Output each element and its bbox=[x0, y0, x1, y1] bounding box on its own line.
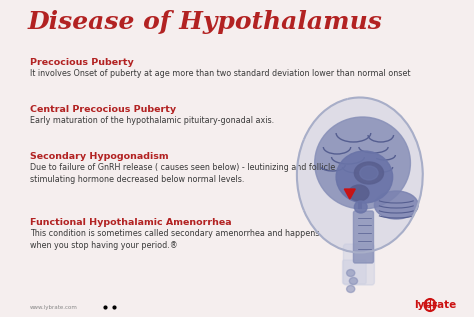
Text: Early maturation of the hypothalamic pituitary-gonadal axis.: Early maturation of the hypothalamic pit… bbox=[30, 116, 274, 125]
FancyBboxPatch shape bbox=[343, 244, 374, 285]
Text: Secondary Hypogonadism: Secondary Hypogonadism bbox=[30, 152, 168, 161]
Text: Functional Hypothalamic Amenorrhea: Functional Hypothalamic Amenorrhea bbox=[30, 218, 231, 227]
Ellipse shape bbox=[336, 151, 392, 203]
Ellipse shape bbox=[315, 117, 410, 209]
Text: www.lybrate.com: www.lybrate.com bbox=[30, 305, 78, 310]
Ellipse shape bbox=[346, 269, 355, 276]
Text: Central Precocious Puberty: Central Precocious Puberty bbox=[30, 105, 176, 114]
Ellipse shape bbox=[360, 166, 378, 180]
Text: Disease of Hypothalamus: Disease of Hypothalamus bbox=[27, 10, 382, 34]
Ellipse shape bbox=[349, 185, 369, 201]
Ellipse shape bbox=[355, 162, 383, 184]
FancyBboxPatch shape bbox=[354, 211, 374, 263]
Text: lybrate: lybrate bbox=[415, 300, 457, 310]
Ellipse shape bbox=[349, 277, 357, 284]
Ellipse shape bbox=[374, 191, 418, 219]
Text: This condition is sometimes called secondary amenorrhea and happens
when you sto: This condition is sometimes called secon… bbox=[30, 229, 319, 250]
Text: Precocious Puberty: Precocious Puberty bbox=[30, 58, 134, 67]
Polygon shape bbox=[344, 189, 355, 199]
Text: It involves Onset of puberty at age more than two standard deviation lower than : It involves Onset of puberty at age more… bbox=[30, 69, 410, 78]
Ellipse shape bbox=[355, 201, 367, 213]
Ellipse shape bbox=[346, 286, 355, 293]
Text: Due to failure of GnRH release ( causes seen below) - leutinizing and follicle
s: Due to failure of GnRH release ( causes … bbox=[30, 163, 335, 184]
Ellipse shape bbox=[297, 98, 423, 253]
FancyBboxPatch shape bbox=[343, 260, 366, 284]
